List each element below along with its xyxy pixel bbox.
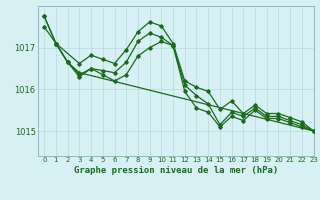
X-axis label: Graphe pression niveau de la mer (hPa): Graphe pression niveau de la mer (hPa) — [74, 166, 278, 175]
